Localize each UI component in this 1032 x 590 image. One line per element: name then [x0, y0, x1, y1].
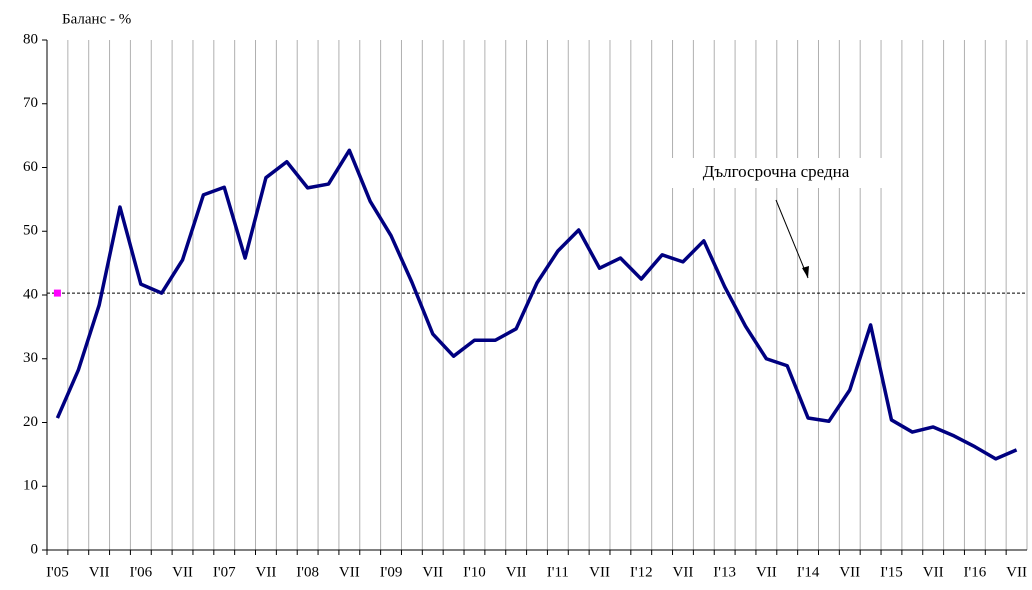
x-tick-label: VII	[1006, 564, 1027, 580]
x-tick-label: VII	[923, 564, 944, 580]
y-tick-label: 10	[23, 478, 38, 494]
x-tick-label: VII	[172, 564, 193, 580]
annotation-arrow	[775, 199, 809, 279]
x-tick-label: VII	[89, 564, 110, 580]
average-marker	[53, 289, 61, 297]
x-tick-label: I'11	[547, 564, 569, 580]
x-tick-label: VII	[506, 564, 527, 580]
y-tick-label: 50	[23, 223, 38, 239]
annotation-arrowhead	[802, 266, 809, 278]
y-axis-label: Баланс - %	[62, 11, 131, 27]
y-tick-label: 70	[23, 95, 38, 111]
x-tick-label: VII	[673, 564, 694, 580]
y-tick-label: 30	[23, 350, 38, 366]
data-line	[55, 148, 1018, 461]
y-tick-label: 20	[23, 414, 38, 430]
x-tick-label: VII	[839, 564, 860, 580]
x-tick-label: VII	[256, 564, 277, 580]
y-tick-label: 0	[31, 541, 39, 557]
x-tick-label: I'16	[964, 564, 987, 580]
x-tick-label: I'14	[797, 564, 820, 580]
x-tick-label: I'15	[880, 564, 903, 580]
y-tick-label: 60	[23, 159, 38, 175]
x-tick-label: I'09	[380, 564, 403, 580]
x-tick-label: VII	[339, 564, 360, 580]
annotation-box	[668, 158, 884, 188]
y-tick-label: 80	[23, 31, 38, 47]
x-tick-label: I'10	[463, 564, 486, 580]
x-tick-label: I'12	[630, 564, 653, 580]
x-tick-label: I'07	[213, 564, 236, 580]
annotation: Дългосрочна средна	[703, 162, 850, 181]
x-tick-label: I'06	[129, 564, 152, 580]
x-tick-label: I'13	[713, 564, 736, 580]
y-tick-label: 40	[23, 286, 38, 302]
x-tick-label: VII	[422, 564, 443, 580]
x-tick-label: I'08	[296, 564, 319, 580]
x-tick-label: VII	[589, 564, 610, 580]
x-tick-label: VII	[756, 564, 777, 580]
x-tick-label: I'05	[46, 564, 69, 580]
